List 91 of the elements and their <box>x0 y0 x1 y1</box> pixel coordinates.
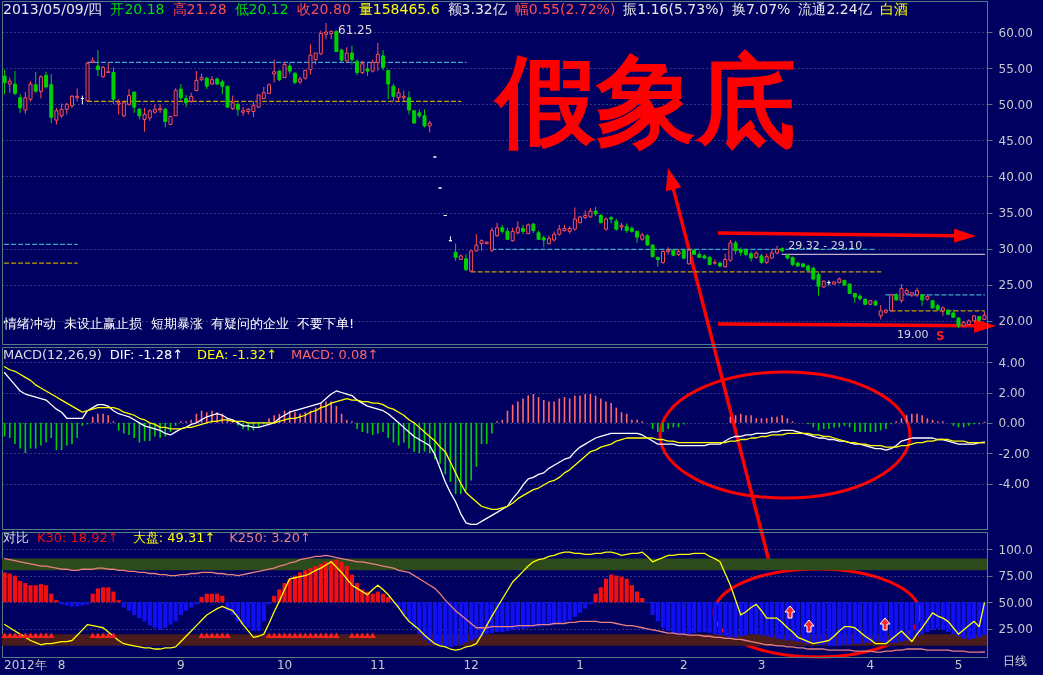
bar <box>323 561 329 603</box>
y-tick-label: 0.00 <box>998 416 1026 431</box>
x-tick-label: 11 <box>370 657 386 672</box>
bar <box>152 602 158 628</box>
candlestick <box>375 42 380 72</box>
text: 大盘: 49.31↑ <box>132 530 216 545</box>
y-tick-label: 50.00 <box>998 595 1033 610</box>
bar <box>95 588 101 603</box>
candlestick <box>241 106 246 117</box>
y-tick-label: 2.00 <box>998 386 1026 400</box>
chart-title: MACD(12,26,9) <box>3 347 102 362</box>
bar <box>660 602 666 628</box>
bar <box>126 602 132 611</box>
chart-title: 2013/05/09/四 开20.18 高21.28 低20.12 收20.80 量158465.6 额3.32亿 幅0.55(2.72%) 振1.16(5.73%) 换7.07% 流通2.24亿 白酒 <box>3 1 908 17</box>
y-tick-label: 55.00 <box>998 61 1033 76</box>
x-tick-label: 2012年 <box>4 657 47 672</box>
y-tick-label: 50.00 <box>998 97 1033 112</box>
bar <box>297 572 303 603</box>
y-tick-label: 25.00 <box>998 278 1033 293</box>
bar <box>686 602 692 635</box>
bar <box>520 602 526 629</box>
candlestick <box>940 305 945 317</box>
bar <box>43 585 49 603</box>
candlestick <box>12 70 17 96</box>
x-tick-label: 5 <box>954 657 963 672</box>
candlestick <box>386 69 391 100</box>
candlestick <box>272 58 277 84</box>
x-tick-label: 8 <box>57 657 66 672</box>
candlestick <box>95 49 100 77</box>
x-tick-label: 10 <box>276 657 293 672</box>
y-tick-label: 60.00 <box>998 25 1033 40</box>
y-tick-label: -4.00 <box>998 477 1030 491</box>
bar <box>857 602 863 644</box>
x-tick-label: 4 <box>866 657 875 672</box>
annotation: 61.25 <box>338 23 373 38</box>
candlestick <box>2 69 7 95</box>
bar <box>437 602 443 646</box>
candlestick <box>349 45 354 66</box>
bar <box>691 602 697 634</box>
candlestick <box>381 49 386 71</box>
candlestick <box>521 224 526 235</box>
candlestick <box>38 74 43 99</box>
y-tick-label: 4.00 <box>998 355 1026 370</box>
candlestick <box>609 215 614 224</box>
bar <box>831 602 837 646</box>
x-tick-label: 9 <box>177 657 185 672</box>
bar <box>12 575 18 603</box>
annotation: 情绪冲动 未设止赢止损 短期暴涨 有疑问的企业 不要下单! <box>4 316 355 332</box>
bar <box>971 602 977 639</box>
bar <box>774 602 780 639</box>
x-tick-label: 3 <box>757 657 766 672</box>
candlestick <box>18 93 23 114</box>
x-tick-label: 1 <box>576 657 584 672</box>
candlestick <box>857 293 862 302</box>
text: DIF: -1.28↑ <box>109 347 184 362</box>
y-tick-label: 100.0 <box>998 542 1033 557</box>
annotation: 19.00 <box>897 328 929 342</box>
y-tick-label: 20.00 <box>998 314 1033 329</box>
y-tick-label: 45.00 <box>998 133 1033 148</box>
bar <box>717 602 723 636</box>
bar <box>463 602 469 643</box>
x-tick-label: 12 <box>463 657 479 672</box>
annotation: S <box>936 329 945 344</box>
text: 日线 <box>1003 654 1027 669</box>
candlestick <box>235 102 240 117</box>
bar <box>577 602 583 613</box>
y-tick-label: 25.00 <box>998 622 1033 637</box>
bar <box>183 602 189 611</box>
annotation: 29.32 - 29.10 <box>788 238 863 252</box>
bar <box>240 602 246 625</box>
text: MACD: 0.08↑ <box>291 347 379 362</box>
bar <box>940 602 946 630</box>
bar <box>914 602 920 637</box>
candlestick <box>184 94 189 108</box>
text: K30: 18.92↑ <box>37 530 119 545</box>
y-tick-label: 40.00 <box>998 169 1033 184</box>
text: DEA: -1.32↑ <box>197 347 278 362</box>
series-label: K250: 3.20↑ <box>229 530 312 545</box>
candlestick <box>132 91 137 114</box>
x-tick-label: 2 <box>679 657 688 672</box>
bar <box>100 587 106 603</box>
y-tick-label: 30.00 <box>998 242 1033 257</box>
bar <box>546 602 552 626</box>
candlestick <box>163 107 168 128</box>
y-tick-label: -2.00 <box>998 446 1030 461</box>
bar <box>743 602 749 636</box>
chart-title: 对比 <box>3 530 29 545</box>
bar <box>603 578 609 603</box>
y-tick-label: 75.00 <box>998 569 1033 584</box>
y-tick-label: 35.00 <box>998 206 1033 221</box>
candlestick <box>33 71 38 94</box>
